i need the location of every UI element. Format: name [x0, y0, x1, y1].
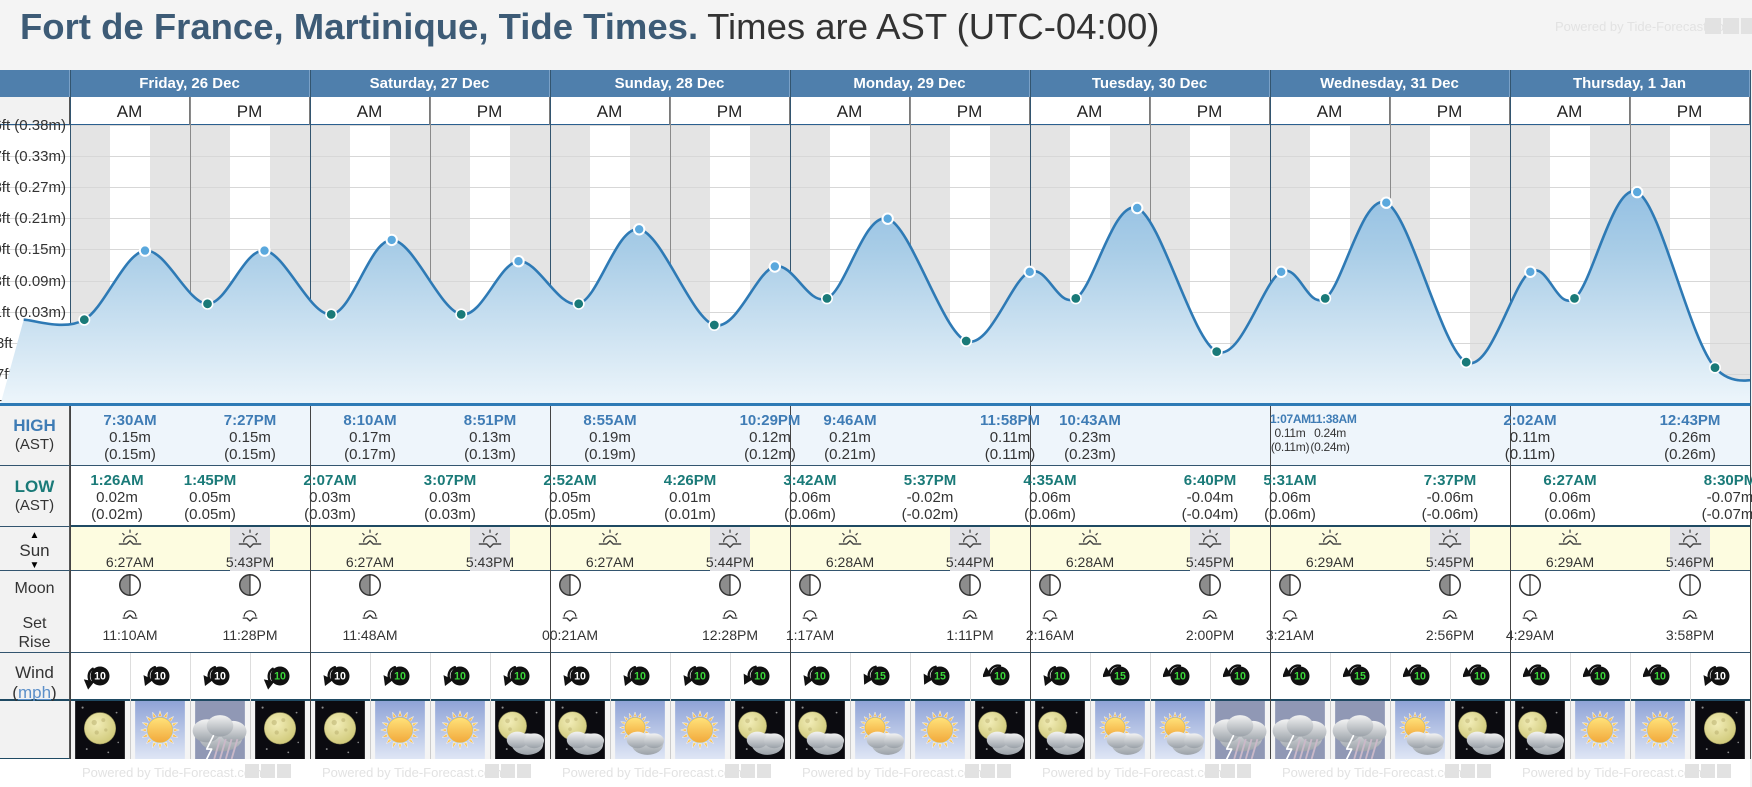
svg-text:10: 10 [154, 671, 166, 683]
svg-text:10: 10 [1414, 671, 1426, 683]
svg-text:10: 10 [1294, 671, 1306, 683]
svg-text:10: 10 [1714, 671, 1726, 683]
svg-text:10: 10 [214, 671, 226, 683]
svg-text:10: 10 [1594, 671, 1606, 683]
svg-text:10: 10 [514, 671, 526, 683]
svg-text:10: 10 [634, 671, 646, 683]
svg-text:15: 15 [934, 671, 946, 683]
svg-text:10: 10 [754, 671, 766, 683]
svg-text:15: 15 [874, 671, 886, 683]
svg-text:10: 10 [574, 671, 586, 683]
svg-text:10: 10 [1534, 671, 1546, 683]
svg-text:10: 10 [994, 671, 1006, 683]
svg-text:10: 10 [1234, 671, 1246, 683]
svg-text:10: 10 [694, 671, 706, 683]
svg-text:10: 10 [274, 671, 286, 683]
svg-text:10: 10 [814, 671, 826, 683]
svg-text:10: 10 [1054, 671, 1066, 683]
svg-text:10: 10 [454, 671, 466, 683]
svg-text:10: 10 [1174, 671, 1186, 683]
svg-text:10: 10 [1474, 671, 1486, 683]
svg-text:10: 10 [334, 671, 346, 683]
svg-text:10: 10 [1654, 671, 1666, 683]
svg-text:15: 15 [1114, 671, 1126, 683]
svg-text:10: 10 [94, 671, 106, 683]
svg-text:10: 10 [394, 671, 406, 683]
svg-text:15: 15 [1354, 671, 1366, 683]
